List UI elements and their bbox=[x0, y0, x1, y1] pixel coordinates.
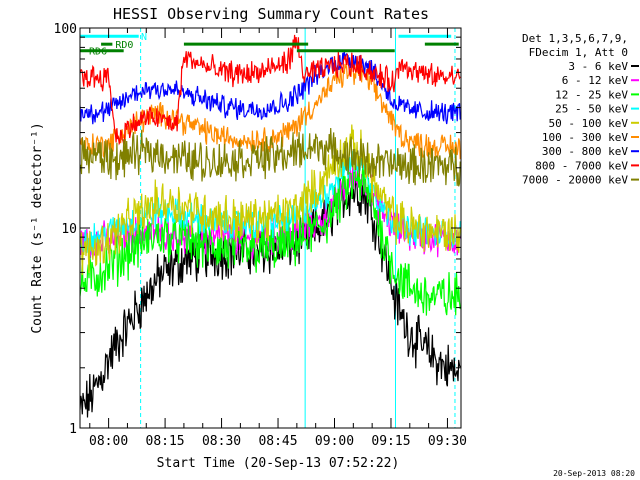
x-tick-label: 08:15 bbox=[146, 434, 185, 449]
legend-entry-7: 300 - 800 keV bbox=[542, 145, 628, 158]
x-tick-label: 08:00 bbox=[89, 434, 128, 449]
flag-label-rd0: RD0 bbox=[115, 40, 133, 51]
series-line-3 bbox=[80, 163, 461, 316]
legend-entry-4: 25 - 50 keV bbox=[555, 103, 628, 116]
series-line-8 bbox=[80, 34, 461, 147]
x-tick-label: 09:30 bbox=[428, 434, 467, 449]
flag-label-rd6: RD6 bbox=[89, 47, 107, 58]
axes: 1 10 100 08:00 08:15 08:30 08:45 09:00 09:15 09:3… bbox=[54, 22, 468, 449]
x-tick-label: 08:30 bbox=[202, 434, 241, 449]
legend-header-line: Det 1,3,5,6,7,9, bbox=[522, 32, 628, 45]
y-tick-label: 100 bbox=[54, 22, 77, 37]
chart-title: HESSI Observing Summary Count Rates bbox=[113, 5, 429, 23]
footer-date: 20-Sep-2013 08:20 bbox=[553, 469, 635, 478]
y-tick-label: 10 bbox=[61, 222, 77, 237]
series-line-5 bbox=[80, 124, 461, 276]
x-tick-label: 09:15 bbox=[371, 434, 410, 449]
flag-label-n: N bbox=[141, 32, 147, 43]
legend-entry-6: 100 - 300 keV bbox=[542, 131, 628, 144]
series-line-7 bbox=[80, 50, 461, 125]
series-line-1 bbox=[80, 177, 461, 418]
legend-header-line: FDecim 1, Att 0 bbox=[529, 46, 628, 59]
y-axis-label: Count Rate (s⁻¹ detector⁻¹) bbox=[30, 122, 45, 333]
x-axis-label: Start Time (20-Sep-13 07:52:22) bbox=[157, 456, 400, 471]
legend-entry-9: 7000 - 20000 keV bbox=[522, 174, 628, 187]
legend-entry-2: 6 - 12 keV bbox=[562, 74, 629, 87]
legend-entry-5: 50 - 100 keV bbox=[549, 117, 629, 130]
series-line-9 bbox=[80, 127, 461, 187]
legend-entry-1: 3 - 6 keV bbox=[568, 60, 628, 73]
y-tick-label: 1 bbox=[69, 422, 77, 437]
legend-entry-8: 800 - 7000 keV bbox=[535, 159, 628, 172]
x-tick-label: 09:00 bbox=[315, 434, 354, 449]
legend: Det 1,3,5,6,7,9, FDecim 1, Att 0 3 - 6 k… bbox=[522, 32, 639, 187]
legend-entry-3: 12 - 25 keV bbox=[555, 88, 628, 101]
plot-area bbox=[80, 28, 461, 428]
x-tick-label: 08:45 bbox=[258, 434, 297, 449]
